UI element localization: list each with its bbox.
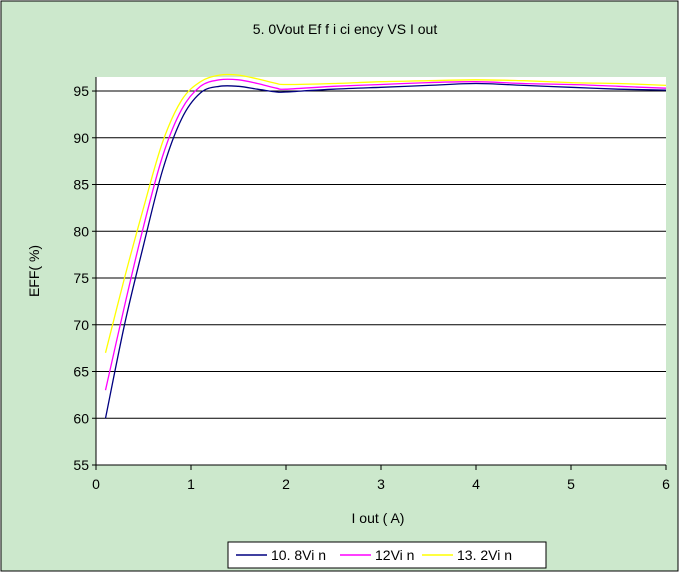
x-tick-label: 5 [567, 476, 575, 492]
legend-box [227, 541, 547, 569]
y-tick-label: 90 [73, 130, 89, 146]
plot-area [96, 77, 666, 465]
legend: 10. 8Vi n 12Vi n 13. 2Vi n [227, 541, 547, 569]
x-tick-label: 4 [472, 476, 480, 492]
series-line [104, 78, 667, 391]
y-tick-label: 65 [73, 364, 89, 380]
y-axis-label: EFF( %) [26, 245, 42, 297]
legend-label: 13. 2Vi n [457, 547, 512, 563]
x-tick-label: 0 [92, 476, 100, 492]
axes [95, 77, 666, 466]
series-lines [104, 73, 667, 419]
y-tick-label: 85 [73, 177, 89, 193]
x-tick-label: 2 [282, 476, 290, 492]
x-tick-labels: 0 1 2 3 4 5 6 [92, 476, 670, 492]
x-tick-label: 6 [662, 476, 670, 492]
legend-label: 10. 8Vi n [271, 547, 326, 563]
series-line [104, 82, 667, 419]
legend-label: 12Vi n [375, 547, 414, 563]
grid-lines [92, 90, 667, 470]
y-tick-label: 75 [73, 270, 89, 286]
y-tick-label: 55 [73, 457, 89, 473]
x-axis-label: I out ( A) [352, 510, 405, 526]
y-tick-labels: 55 60 65 70 75 80 85 90 95 [73, 83, 89, 473]
y-tick-label: 80 [73, 223, 89, 239]
x-tick-label: 1 [187, 476, 195, 492]
chart-title: 5. 0Vout Ef f i ci ency VS I out [253, 21, 438, 37]
y-tick-label: 60 [73, 410, 89, 426]
x-tick-label: 3 [377, 476, 385, 492]
y-tick-label: 95 [73, 83, 89, 99]
series-line [104, 73, 667, 353]
y-tick-label: 70 [73, 317, 89, 333]
